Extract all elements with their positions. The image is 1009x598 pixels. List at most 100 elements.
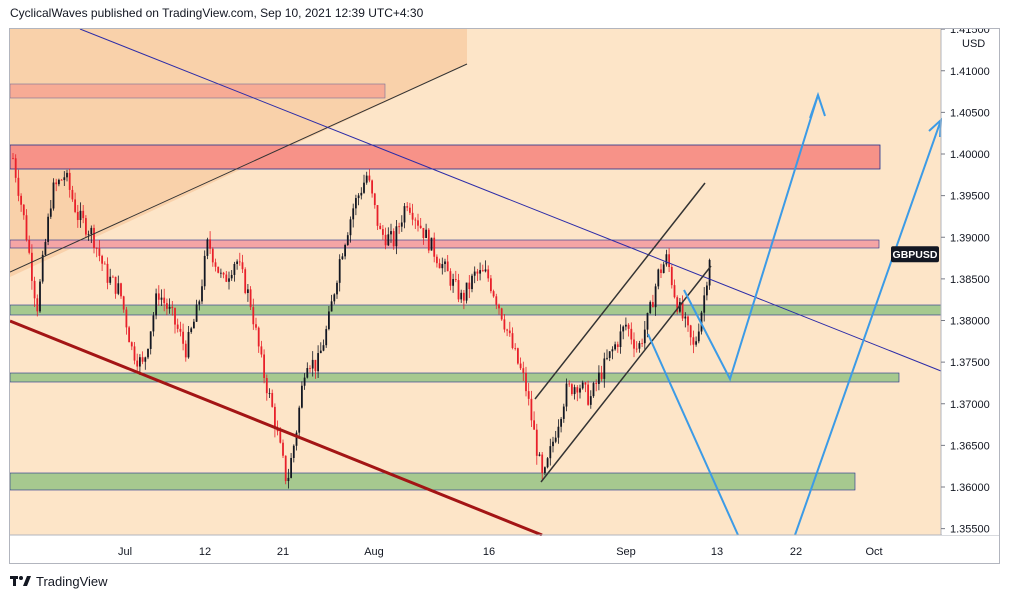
candle-body xyxy=(311,359,314,369)
candle-body xyxy=(525,372,527,392)
candle-body xyxy=(490,278,492,292)
candle-body xyxy=(287,477,290,482)
candle-body xyxy=(508,330,511,334)
candle-body xyxy=(58,179,60,185)
candle-body xyxy=(265,378,268,394)
candle-body xyxy=(301,385,303,408)
candle-body xyxy=(476,271,479,274)
candle-body xyxy=(506,329,508,331)
candle-body xyxy=(182,331,184,344)
time-tick-label: Aug xyxy=(364,546,384,558)
candle-body xyxy=(155,293,157,316)
time-tick-label: 22 xyxy=(790,546,802,558)
time-tick-label: 12 xyxy=(199,546,211,558)
candle-body xyxy=(422,228,425,239)
time-tick-label: Sep xyxy=(616,546,636,558)
candle-body xyxy=(363,182,365,193)
candle-body xyxy=(498,304,500,309)
candle-body xyxy=(376,205,379,226)
candle-body xyxy=(622,326,625,332)
candle-body xyxy=(93,227,95,249)
candle-body xyxy=(22,204,25,216)
green-zone-middle xyxy=(10,372,900,383)
price-chart[interactable]: 1.41500 1.41000 1.40500 1.40000 1.39500 1.390… xyxy=(10,29,1000,564)
candle-body xyxy=(541,454,544,474)
candle-body xyxy=(295,432,298,446)
candle-body xyxy=(214,262,217,267)
candle-body xyxy=(471,275,473,290)
candle-body xyxy=(514,348,517,349)
candle-body xyxy=(184,343,187,358)
candle-body xyxy=(357,195,360,199)
candle-body xyxy=(319,350,322,354)
candle-body xyxy=(260,346,263,355)
candle-body xyxy=(449,271,452,286)
candle-body xyxy=(411,212,414,220)
channel-upper-line xyxy=(534,182,706,400)
candle-body xyxy=(430,237,433,251)
candle-body xyxy=(341,256,344,260)
candle-body xyxy=(282,442,284,456)
candle-body xyxy=(695,341,697,345)
candle-body xyxy=(117,283,120,294)
projection-path-up xyxy=(683,94,819,382)
candle-body xyxy=(198,301,201,305)
green-zone-upper xyxy=(10,304,942,316)
candle-body xyxy=(149,331,152,349)
candle-body xyxy=(222,272,225,275)
candle-body xyxy=(546,458,549,468)
candle-body xyxy=(147,348,149,358)
candle-body xyxy=(616,344,619,348)
candle-body xyxy=(330,301,333,312)
candle-body xyxy=(392,231,395,247)
candle-body xyxy=(249,289,252,308)
candle-body xyxy=(39,281,41,312)
candle-body xyxy=(571,384,573,395)
currency-label: USD xyxy=(962,38,985,50)
candle-body xyxy=(438,263,441,269)
candle-body xyxy=(52,182,55,209)
candle-body xyxy=(538,454,541,456)
candle-body xyxy=(174,308,176,325)
candle-body xyxy=(193,321,195,329)
price-tick-label: 1.39000 xyxy=(950,232,990,244)
candle-body xyxy=(303,377,306,386)
candle-body xyxy=(365,175,368,183)
candle-body xyxy=(241,262,244,270)
candle-body xyxy=(206,239,209,256)
candle-body xyxy=(706,285,708,296)
candle-body xyxy=(298,407,301,433)
candle-body xyxy=(600,372,603,379)
candle-body xyxy=(14,158,17,178)
candle-body xyxy=(176,324,179,329)
candle-body xyxy=(689,325,692,338)
price-tick-label: 1.35500 xyxy=(950,524,990,536)
candle-body xyxy=(292,445,295,458)
candle-body xyxy=(333,294,336,302)
candle-body xyxy=(409,207,411,213)
candle-body xyxy=(500,308,503,320)
candle-body xyxy=(336,282,338,295)
candle-body xyxy=(41,254,44,282)
candle-body xyxy=(373,193,376,206)
candle-body xyxy=(306,368,309,378)
candle-body xyxy=(627,324,630,329)
candle-body xyxy=(535,429,538,456)
candle-body xyxy=(211,248,214,263)
candle-body xyxy=(109,276,112,283)
candle-body xyxy=(130,342,133,347)
price-tick-label: 1.37500 xyxy=(950,357,990,369)
time-tick-label: Jul xyxy=(118,546,132,558)
candle-body xyxy=(79,210,82,221)
candle-body xyxy=(12,158,14,159)
candle-body xyxy=(665,254,668,265)
candle-body xyxy=(220,272,222,274)
candle-body xyxy=(268,393,271,394)
candle-body xyxy=(76,211,79,221)
candle-body xyxy=(573,387,576,395)
candle-body xyxy=(325,329,328,346)
candle-body xyxy=(398,226,400,228)
candle-body xyxy=(395,226,398,247)
chart-area[interactable]: 1.41500 1.41000 1.40500 1.40000 1.39500 1.390… xyxy=(9,28,1000,564)
candle-body xyxy=(530,398,533,421)
